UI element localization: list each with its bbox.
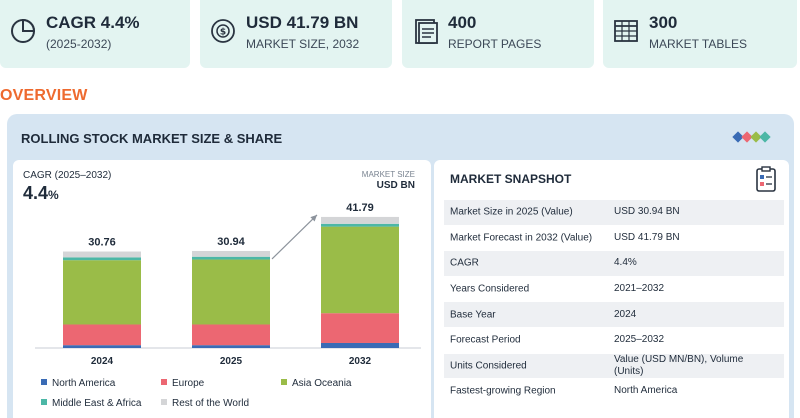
snapshot-title: MARKET SNAPSHOT — [450, 172, 572, 186]
chart-box: CAGR (2025–2032) 4.4% MARKET SIZE USD BN… — [13, 160, 431, 418]
bar-segment-north-america-2025 — [192, 345, 270, 348]
report-pages-icon — [415, 19, 438, 44]
legend-item: Europe — [161, 378, 204, 389]
brand-logo-icon — [732, 131, 771, 143]
row-key: Market Size in 2025 (Value) — [450, 206, 573, 218]
market-snapshot: MARKET SNAPSHOT Market Size in 2025 (Val… — [434, 160, 789, 418]
stacked-bar-chart: 30.76 2024 30.94 2025 41.79 2032 — [35, 202, 421, 367]
table-row: Market Size in 2025 (Value) USD 30.94 BN — [444, 200, 784, 226]
row-key: Forecast Period — [450, 334, 521, 346]
legend-item: North America — [41, 378, 115, 389]
row-key: CAGR — [450, 257, 479, 269]
row-key: Market Forecast in 2032 (Value) — [450, 232, 593, 244]
bar-segment-europe-2025 — [192, 324, 270, 346]
table-row: Fastest-growing Region North America — [444, 379, 784, 405]
stat-card-report-pages: 400 REPORT PAGES — [402, 0, 594, 68]
table-row: Market Forecast in 2032 (Value) USD 41.79… — [444, 226, 784, 252]
x-tick-label: 2025 — [220, 356, 243, 367]
legend-label: Middle East & Africa — [52, 398, 142, 409]
legend-item: Rest of the World — [161, 398, 249, 409]
stat-sub: MARKET TABLES — [649, 37, 748, 51]
bar-total-label: 30.94 — [217, 236, 245, 248]
row-value: 2021–2032 — [614, 283, 665, 295]
table-row: Forecast Period 2025–2032 — [444, 328, 784, 354]
table-row: Base Year 2024 — [444, 302, 784, 328]
stat-value: 300 — [649, 13, 678, 32]
market-panel: ROLLING STOCK MARKET SIZE & SHARE CAGR (… — [7, 114, 794, 418]
svg-text:$: $ — [220, 28, 226, 38]
legend-swatch — [41, 379, 47, 385]
cagr-label: CAGR (2025–2032) — [23, 170, 112, 181]
overview-heading: OVERVIEW — [0, 87, 88, 104]
row-key: Years Considered — [450, 283, 530, 295]
legend-label: Europe — [172, 378, 205, 389]
stat-card-cagr: CAGR 4.4% (2025-2032) — [0, 0, 190, 68]
stat-value: CAGR 4.4% — [46, 13, 140, 32]
bar-segment-europe-2024 — [63, 324, 141, 346]
bar-total-label: 30.76 — [88, 237, 116, 249]
row-key: Base Year — [450, 309, 496, 321]
stat-card-market-tables: 300 MARKET TABLES — [603, 0, 797, 68]
bar-segment-asia-oceania-2024 — [63, 260, 141, 325]
row-value: 4.4% — [614, 257, 637, 269]
legend-swatch — [281, 379, 287, 385]
panel-title: ROLLING STOCK MARKET SIZE & SHARE — [21, 131, 283, 146]
stat-value: USD 41.79 BN — [246, 13, 359, 32]
bar-segment-rest-of-the-world-2025 — [192, 250, 270, 257]
stat-sub: REPORT PAGES — [448, 37, 542, 51]
row-value: North America — [614, 385, 678, 397]
row-value: 2025–2032 — [614, 334, 665, 346]
table-row: Units Considered Value (USD MN/BN), Volum… — [444, 353, 784, 380]
row-value: Value (USD MN/BN), Volume (Units) — [614, 353, 744, 377]
cagr-unit: % — [48, 188, 59, 202]
growth-arrow-head — [310, 214, 317, 222]
legend-item: Middle East & Africa — [41, 398, 141, 409]
chart-legend: North America Europe Asia Oceania Middle… — [41, 378, 421, 418]
growth-arrow-line — [271, 214, 318, 260]
unit-label-top: MARKET SIZE — [361, 170, 415, 179]
row-value: 2024 — [614, 308, 637, 320]
stat-card-market-size: $ USD 41.79 BN MARKET SIZE, 2032 — [200, 0, 392, 68]
stat-sub: (2025-2032) — [46, 37, 112, 51]
bar-segment-middle-east-africa-2024 — [63, 257, 141, 261]
bar-segment-rest-of-the-world-2032 — [321, 216, 399, 224]
row-value: USD 30.94 BN — [614, 206, 680, 218]
legend-swatch — [161, 379, 167, 385]
clipboard-icon — [756, 166, 776, 192]
bar-segment-asia-oceania-2025 — [192, 259, 270, 325]
legend-label: North America — [52, 378, 116, 389]
legend-label: Rest of the World — [172, 398, 250, 409]
stat-sub: MARKET SIZE, 2032 — [246, 37, 360, 51]
table-row: Years Considered 2021–2032 — [444, 277, 784, 303]
x-tick-label: 2024 — [91, 356, 114, 367]
market-table-icon — [614, 20, 638, 42]
bar-segment-asia-oceania-2032 — [321, 226, 399, 314]
legend-swatch — [161, 399, 167, 405]
legend-swatch — [41, 399, 47, 405]
money-globe-icon: $ — [211, 19, 235, 43]
cagr-value: 4.4% — [23, 183, 59, 204]
cagr-number: 4.4 — [23, 183, 49, 203]
unit-label-bottom: USD BN — [376, 180, 415, 191]
pie-chart-icon — [11, 18, 36, 43]
bar-segment-north-america-2024 — [63, 345, 141, 348]
bar-segment-europe-2032 — [321, 313, 399, 343]
bar-total-label: 41.79 — [346, 202, 374, 214]
stat-value: 400 — [448, 13, 477, 32]
table-row: CAGR 4.4% — [444, 251, 784, 277]
bar-segment-north-america-2032 — [321, 342, 399, 348]
x-tick-label: 2032 — [349, 356, 372, 367]
row-value: USD 41.79 BN — [614, 231, 680, 243]
row-key: Units Considered — [450, 360, 527, 372]
legend-item: Asia Oceania — [281, 378, 351, 389]
stat-row: CAGR 4.4% (2025-2032) $ USD 41.79 BN MAR… — [0, 0, 800, 70]
legend-label: Asia Oceania — [292, 378, 352, 389]
snapshot-table: Market Size in 2025 (Value) USD 30.94 BN … — [444, 200, 784, 405]
bar-segment-middle-east-africa-2032 — [321, 223, 399, 227]
row-key: Fastest-growing Region — [450, 385, 556, 397]
bar-segment-middle-east-africa-2025 — [192, 256, 270, 260]
bar-segment-rest-of-the-world-2024 — [63, 251, 141, 258]
